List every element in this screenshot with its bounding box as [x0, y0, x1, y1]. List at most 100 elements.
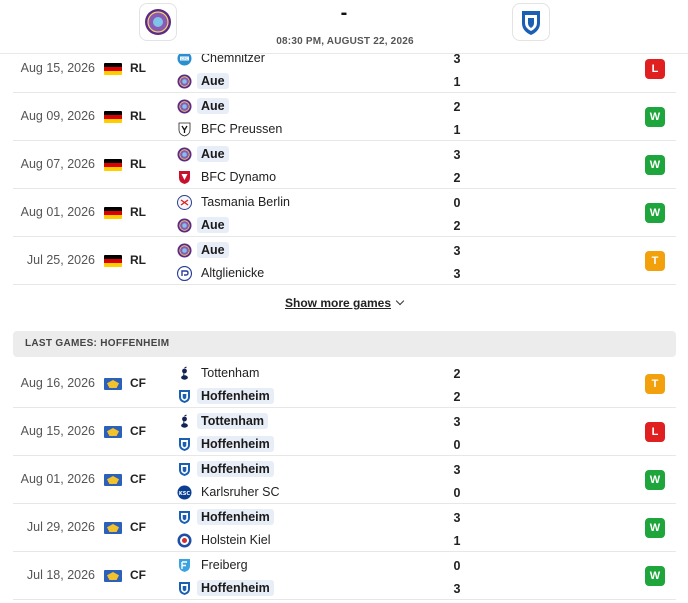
aue-crest-icon: [177, 243, 192, 258]
match-row[interactable]: Aug 15, 2026 RL CFC Chemnitzer Aue 3 1 L: [13, 45, 676, 93]
hoffenheim-crest-icon: [522, 11, 540, 35]
league-code: CF: [130, 568, 146, 582]
home-team[interactable]: Tottenham: [177, 411, 268, 431]
home-team[interactable]: Tottenham: [177, 363, 263, 383]
germany-flag-icon: [104, 207, 122, 219]
away-team[interactable]: BFC Preussen: [177, 119, 286, 139]
hoffenheim-crest-icon: [177, 581, 192, 596]
match-row[interactable]: Aug 07, 2026 RL Aue BFC Dynamo 3 2 W: [13, 141, 676, 189]
result-badge: W: [645, 203, 665, 223]
league-code: CF: [130, 472, 146, 486]
away-goals: 1: [453, 534, 461, 548]
home-goals: 0: [453, 196, 461, 210]
away-goals: 1: [453, 123, 461, 137]
bfc-preussen-crest-icon: [177, 122, 192, 137]
away-goals: 0: [453, 486, 461, 500]
hoffenheim-crest-icon: [177, 437, 192, 452]
tottenham-crest-icon: [177, 414, 192, 429]
aue-crest-icon: [145, 9, 171, 35]
aue-last-games: Aug 15, 2026 RL CFC Chemnitzer Aue 3 1 L Aug 09,…: [13, 45, 676, 285]
home-team[interactable]: CFC Chemnitzer: [177, 48, 269, 68]
match-row[interactable]: Aug 01, 2026 RL Tasmania Berlin Aue 0 2 W: [13, 189, 676, 237]
match-date: Jul 25, 2026: [26, 253, 95, 267]
match-date: Jul 18, 2026: [26, 568, 95, 582]
result-badge: W: [645, 566, 665, 586]
match-row[interactable]: Jul 18, 2026 CF Freiberg Hoffenheim 0 3 W: [13, 552, 676, 600]
away-team[interactable]: KSC Karlsruher SC: [177, 482, 284, 502]
match-date: Aug 07, 2026: [20, 157, 95, 171]
show-more-games-link[interactable]: Show more games: [0, 296, 688, 310]
away-team-name: BFC Preussen: [201, 122, 283, 136]
match-date: Aug 16, 2026: [20, 376, 95, 390]
match-row[interactable]: Jul 29, 2026 CF Hoffenheim Holstein Kiel 3 1 W: [13, 504, 676, 552]
home-team[interactable]: Hoffenheim: [177, 459, 274, 479]
away-team-name: Karlsruher SC: [201, 485, 280, 499]
home-team-name: Hoffenheim: [197, 509, 274, 525]
germany-flag-icon: [104, 255, 122, 267]
away-team[interactable]: Altglienicke: [177, 263, 268, 283]
home-team-logo[interactable]: [139, 3, 177, 41]
result-badge: T: [645, 251, 665, 271]
away-team[interactable]: Holstein Kiel: [177, 530, 274, 550]
svg-text:KSC: KSC: [179, 491, 190, 497]
germany-flag-icon: [104, 111, 122, 123]
away-team-name: Altglienicke: [201, 266, 265, 280]
home-team[interactable]: Tasmania Berlin: [177, 192, 294, 212]
away-team[interactable]: BFC Dynamo: [177, 167, 280, 187]
away-team-logo[interactable]: [512, 3, 550, 41]
match-row[interactable]: Aug 09, 2026 RL Aue BFC Preussen 2 1 W: [13, 93, 676, 141]
home-team-name: Aue: [197, 146, 229, 162]
away-team-name: Holstein Kiel: [201, 533, 271, 547]
away-goals: 2: [453, 390, 461, 404]
international-flag-icon: [104, 522, 122, 534]
svg-text:CFC: CFC: [181, 57, 189, 61]
match-row[interactable]: Aug 01, 2026 CF Hoffenheim KSC Karlsruher SC…: [13, 456, 676, 504]
home-team[interactable]: Aue: [177, 96, 229, 116]
home-team[interactable]: Aue: [177, 240, 229, 260]
germany-flag-icon: [104, 63, 122, 75]
home-team-name: Tasmania Berlin: [201, 195, 290, 209]
home-goals: 0: [453, 559, 461, 573]
section-title-hoffenheim: LAST GAMES: HOFFENHEIM: [13, 331, 676, 357]
home-team-name: Tottenham: [197, 413, 268, 429]
home-goals: 3: [453, 148, 461, 162]
holstein-kiel-crest-icon: [177, 533, 192, 548]
home-goals: 2: [453, 367, 461, 381]
match-date: Aug 01, 2026: [20, 205, 95, 219]
away-team[interactable]: Hoffenheim: [177, 578, 274, 598]
away-goals: 2: [453, 219, 461, 233]
bfc-dynamo-crest-icon: [177, 170, 192, 185]
match-row[interactable]: Jul 25, 2026 RL Aue Altglienicke 3 3 T: [13, 237, 676, 285]
international-flag-icon: [104, 570, 122, 582]
home-team[interactable]: Freiberg: [177, 555, 252, 575]
karlsruher-crest-icon: KSC: [177, 485, 192, 500]
aue-crest-icon: [177, 218, 192, 233]
germany-flag-icon: [104, 159, 122, 171]
away-team[interactable]: Aue: [177, 71, 229, 91]
hoffenheim-crest-icon: [177, 510, 192, 525]
away-team[interactable]: Hoffenheim: [177, 386, 274, 406]
international-flag-icon: [104, 426, 122, 438]
hoffenheim-crest-icon: [177, 462, 192, 477]
home-team-name: Freiberg: [201, 558, 248, 572]
match-row[interactable]: Aug 16, 2026 CF Tottenham Hoffenheim 2 2 T: [13, 360, 676, 408]
league-code: RL: [130, 109, 146, 123]
match-date: Jul 29, 2026: [26, 520, 95, 534]
show-more-label: Show more games: [284, 296, 392, 310]
away-goals: 1: [453, 75, 461, 89]
home-team[interactable]: Hoffenheim: [177, 507, 274, 527]
match-header: - 08:30 PM, AUGUST 22, 2026: [0, 0, 688, 54]
away-team[interactable]: Hoffenheim: [177, 434, 274, 454]
result-badge: W: [645, 107, 665, 127]
result-badge: W: [645, 155, 665, 175]
away-team[interactable]: Aue: [177, 215, 229, 235]
match-date: Aug 15, 2026: [20, 61, 95, 75]
home-team-name: Chemnitzer: [201, 51, 265, 65]
league-code: CF: [130, 376, 146, 390]
tasmania-crest-icon: [177, 194, 192, 210]
international-flag-icon: [104, 378, 122, 390]
home-goals: 3: [453, 415, 461, 429]
match-row[interactable]: Aug 15, 2026 CF Tottenham Hoffenheim 3 0 L: [13, 408, 676, 456]
home-team[interactable]: Aue: [177, 144, 229, 164]
score-separator: -: [340, 2, 348, 24]
